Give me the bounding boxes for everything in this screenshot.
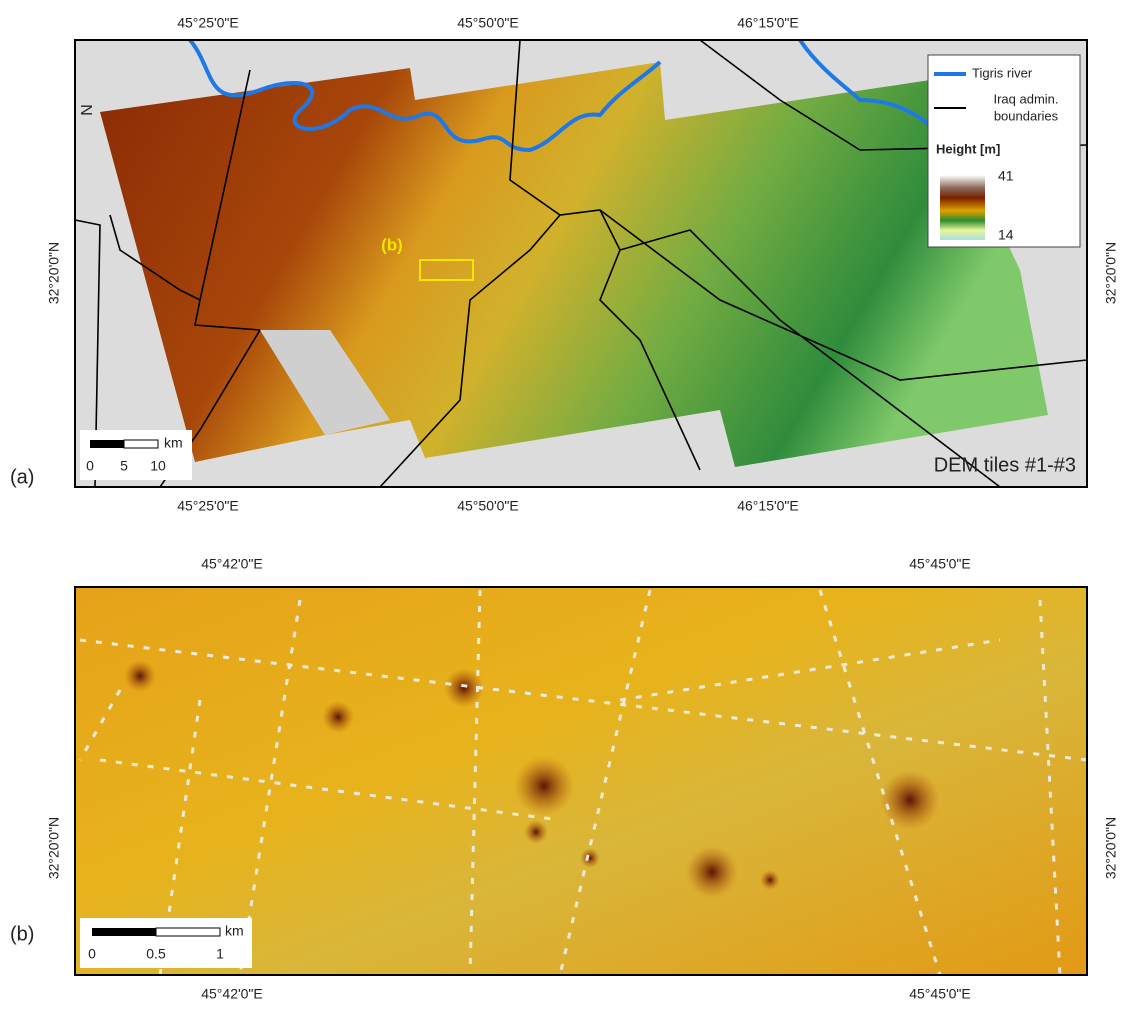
tiles-label: DEM tiles #1-#3 (934, 454, 1076, 476)
scale-label: 0 (88, 946, 96, 962)
scale-bar (155, 927, 221, 937)
bottom-tick-label: 46°15'0"E (737, 498, 799, 514)
map-frame (74, 586, 1088, 976)
scale-box (80, 918, 252, 968)
legend-entry: Tigris river (972, 65, 1033, 80)
scale-label: 1 (216, 946, 224, 962)
bottom-tick-label: 45°50'0"E (457, 498, 519, 514)
scale-bar (90, 440, 124, 448)
scale-bar (123, 439, 159, 449)
scale-label: 0.5 (146, 946, 166, 962)
top-tick-label: 46°15'0"E (737, 15, 799, 31)
right-tick-label: 32°20'0"N (1103, 242, 1119, 304)
hotspots (124, 660, 940, 898)
left-tick-label: 32°20'0"N (46, 242, 62, 304)
left-tick-label: 32°20'0"N (46, 817, 62, 879)
color-bar-label: 41 (998, 168, 1014, 184)
color-bar-label: 14 (998, 227, 1014, 243)
detail-map (75, 587, 1087, 975)
top-tick-label: 45°42'0"E (201, 556, 263, 572)
inset-box (419, 259, 474, 281)
bottom-tick-label: 45°45'0"E (909, 986, 971, 1002)
admin-boundaries (74, 39, 1088, 488)
panel-label: (b) (10, 923, 34, 945)
legend-entry: boundaries (994, 108, 1059, 123)
scale-unit: km (164, 435, 183, 451)
scale-label: 10 (150, 458, 166, 474)
scale-box (80, 430, 192, 480)
nodata-area (260, 330, 390, 435)
color-bar (940, 175, 985, 240)
scale-label: 0 (86, 458, 94, 474)
scale-bar (92, 928, 156, 936)
right-tick-label: 32°20'0"N (1103, 817, 1119, 879)
scale-unit: km (225, 923, 244, 939)
bottom-tick-label: 45°25'0"E (177, 498, 239, 514)
top-tick-label: 45°50'0"E (457, 15, 519, 31)
bottom-tick-label: 45°42'0"E (201, 986, 263, 1002)
top-tick-label: 45°45'0"E (909, 556, 971, 572)
panel-a: (b) N 45°25'0"E 45°50'0"E 46°15'0"E 45°2… (10, 15, 1119, 514)
legend-entry: Iraq admin. (993, 91, 1058, 106)
panel-label: (a) (10, 466, 34, 488)
river (188, 38, 932, 153)
legend-title: Height [m] (936, 141, 1000, 156)
inset-label: (b) (381, 235, 403, 254)
top-tick-label: 45°25'0"E (177, 15, 239, 31)
scale-label: 5 (120, 458, 128, 474)
nodata-lines (78, 589, 1088, 976)
map-frame (74, 39, 1088, 488)
panel-b: 45°42'0"E 45°45'0"E 45°42'0"E 45°45'0"E … (10, 556, 1119, 1002)
north-arrow: N (79, 104, 96, 116)
